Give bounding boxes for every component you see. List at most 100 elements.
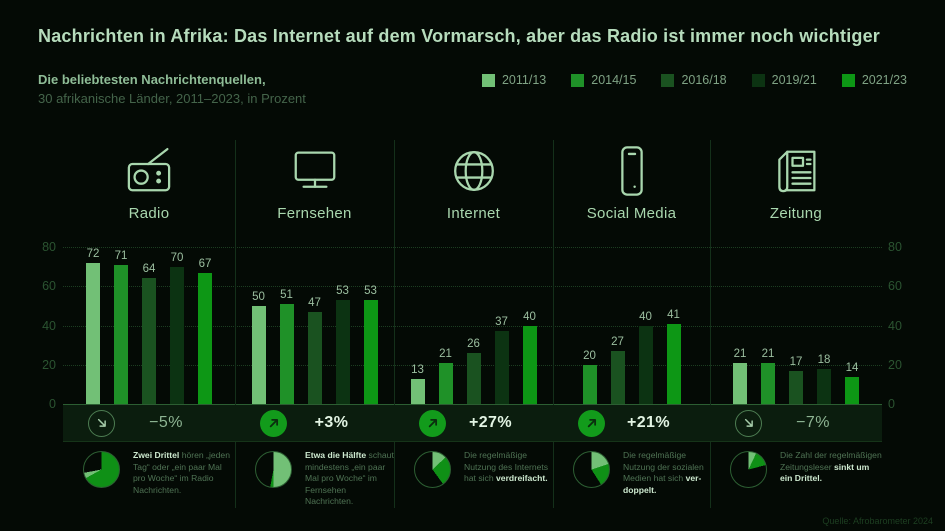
bar: 50 bbox=[251, 290, 266, 404]
annotation-cell: Die regelmäßige Nutzung des Internets ha… bbox=[394, 445, 553, 505]
bar-rect bbox=[251, 305, 266, 404]
annotation-text: Etwa die Hälfte schaut mindestens „ein p… bbox=[305, 450, 394, 507]
annotation-cell: Etwa die Hälfte schaut mindestens „ein p… bbox=[235, 445, 394, 507]
annotation-text: Zwei Drittel hören „jeden Tag“ oder „ein… bbox=[133, 450, 230, 495]
legend-swatch bbox=[841, 73, 855, 87]
globe-icon bbox=[394, 140, 553, 202]
trend-cell: +21% bbox=[553, 405, 710, 441]
bar: 40 bbox=[522, 311, 537, 404]
bar: 17 bbox=[789, 356, 803, 404]
bar-value-label: 64 bbox=[142, 263, 156, 276]
bar-value-label: 70 bbox=[170, 251, 184, 264]
bar-value-label: 18 bbox=[817, 353, 831, 366]
bar-value-label: 67 bbox=[198, 257, 212, 270]
bar: 71 bbox=[114, 250, 128, 404]
bar-value-label: 14 bbox=[845, 361, 859, 374]
group-label-radio: Radio bbox=[128, 205, 170, 222]
group-plot: 72 71 64 70 67 bbox=[63, 247, 235, 404]
bar: 64 bbox=[142, 263, 156, 404]
subtitle-detail: 30 afrikanische Länder, 2011–2023, in Pr… bbox=[38, 91, 306, 106]
bar: 26 bbox=[466, 338, 481, 404]
bar: 72 bbox=[86, 248, 100, 404]
pie-chart bbox=[414, 451, 451, 488]
bar-rect bbox=[438, 362, 453, 404]
source-credit: Quelle: Afrobarometer 2024 bbox=[822, 516, 933, 526]
bar-rect bbox=[761, 362, 775, 404]
bar: 41 bbox=[666, 308, 681, 404]
page-title: Nachrichten in Afrika: Das Internet auf … bbox=[38, 26, 881, 46]
legend-item-label: 2021/23 bbox=[861, 73, 907, 87]
legend-item: 2011/13 bbox=[481, 73, 546, 87]
change-percentage: +3% bbox=[314, 414, 349, 431]
y-axis-tick-left: 0 bbox=[49, 397, 56, 411]
bar-rect bbox=[666, 323, 681, 404]
bar-rect bbox=[466, 353, 481, 404]
gridline bbox=[63, 286, 882, 288]
trend-band: −5% +3% +27% +21% −7% bbox=[63, 405, 882, 442]
bar-value-label: 21 bbox=[439, 347, 452, 360]
arrow-up-right-icon bbox=[578, 409, 605, 437]
change-percentage: −5% bbox=[149, 414, 183, 431]
group-label-zeitung: Zeitung bbox=[769, 205, 823, 222]
group-plot: 50 51 47 53 53 bbox=[235, 247, 394, 404]
bar: 27 bbox=[610, 336, 625, 404]
y-axis-tick-right: 40 bbox=[888, 318, 902, 333]
bar-value-label: 50 bbox=[252, 290, 265, 303]
bar-value-label: 53 bbox=[336, 285, 349, 297]
subtitle-bold: Die beliebtesten Nachrichtenquellen, bbox=[38, 72, 266, 87]
annotation-cell: Zwei Drittel hören „jeden Tag“ oder „ein… bbox=[63, 445, 235, 505]
group-divider bbox=[235, 140, 236, 508]
bar-rect bbox=[114, 264, 128, 404]
group-label-fernsehen: Fernsehen bbox=[277, 205, 352, 222]
bar-value-label: 51 bbox=[280, 288, 293, 301]
x-axis-line bbox=[63, 404, 882, 405]
trend-cell: −5% bbox=[63, 405, 235, 441]
trend-cell: −7% bbox=[710, 405, 882, 441]
bar-rect bbox=[522, 325, 537, 404]
plots-row: 72 71 64 70 67 50 51 47 53 53 13 21 26 37 40 20 27 40 41 21… bbox=[63, 247, 882, 404]
labels-row: Radio Fernsehen Internet Social Media Zeitun… bbox=[63, 205, 882, 237]
change-percentage: +21% bbox=[627, 414, 670, 431]
bar-rect bbox=[410, 378, 425, 404]
bar-rect bbox=[335, 300, 350, 404]
group-plot: 21 21 17 18 14 bbox=[710, 247, 882, 404]
bar-value-label: 71 bbox=[114, 249, 128, 262]
bar-rect bbox=[279, 303, 294, 404]
y-axis-tick-right: 20 bbox=[888, 357, 902, 372]
bar-rect bbox=[638, 325, 653, 404]
legend-swatch bbox=[571, 73, 585, 87]
legend-item: 2014/15 bbox=[571, 73, 636, 87]
bar-rect bbox=[789, 370, 803, 404]
gridline bbox=[63, 247, 882, 248]
arrow-up-right-icon bbox=[419, 409, 446, 437]
change-percentage: +27% bbox=[469, 414, 512, 431]
tv-icon bbox=[235, 140, 394, 202]
bar: 37 bbox=[494, 316, 509, 404]
bar-rect bbox=[363, 300, 378, 404]
bar-rect bbox=[86, 262, 100, 404]
icons-row bbox=[63, 140, 882, 202]
annotation-cell: Die Zahl der regel­mäßigen Zeitungsleser… bbox=[710, 445, 882, 505]
bar: 21 bbox=[438, 347, 453, 404]
bar-value-label: 37 bbox=[495, 316, 508, 329]
bar-value-label: 13 bbox=[411, 363, 424, 376]
bar-rect bbox=[494, 331, 509, 404]
bar: 53 bbox=[363, 285, 378, 404]
legend-item: 2016/18 bbox=[661, 73, 727, 87]
y-axis-tick-right: 60 bbox=[888, 279, 902, 294]
bar-value-label: 47 bbox=[308, 296, 321, 309]
group-divider bbox=[553, 140, 554, 508]
annotation-text: Die regelmäßige Nutzung der sozialen Med… bbox=[623, 450, 704, 495]
bar-rect bbox=[845, 376, 859, 404]
bar-value-label: 41 bbox=[667, 308, 680, 321]
legend-item: 2019/21 bbox=[751, 73, 817, 87]
trend-cell: +27% bbox=[394, 405, 553, 441]
pie-chart bbox=[83, 451, 120, 488]
arrow-up-right-icon bbox=[260, 409, 287, 437]
bar-value-label: 17 bbox=[789, 355, 803, 368]
group-plot: 20 27 40 41 bbox=[553, 247, 710, 404]
pie-chart bbox=[730, 451, 767, 488]
bar: 21 bbox=[733, 348, 747, 404]
bar-rect bbox=[817, 368, 831, 404]
